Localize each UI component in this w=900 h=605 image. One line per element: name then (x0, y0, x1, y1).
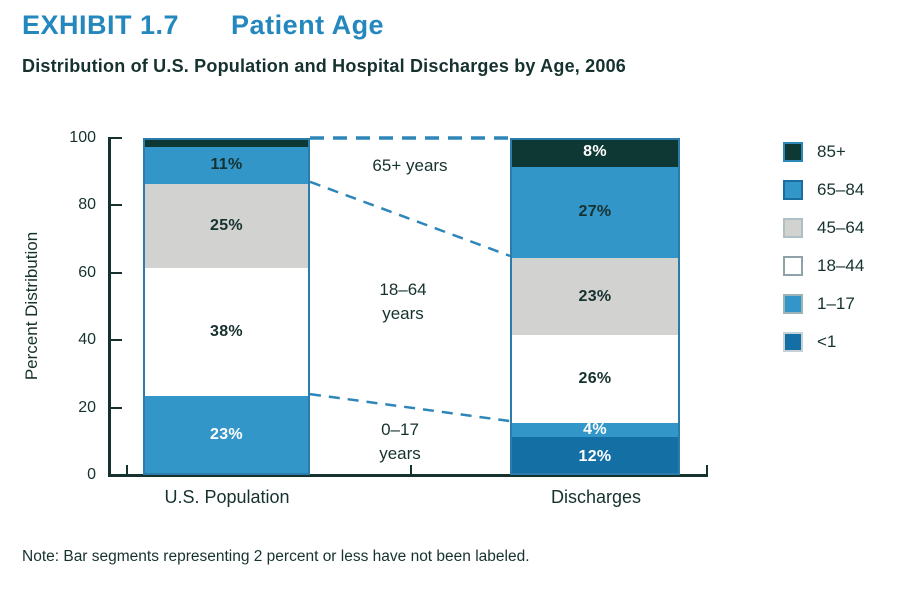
legend-label: 65–84 (817, 180, 865, 199)
segment-value-label: 11% (210, 156, 243, 174)
legend-label: 18–44 (817, 256, 865, 275)
region-label-0: 65+ years (372, 156, 448, 175)
bar-segment-age-18-44: 26% (512, 333, 678, 424)
bar-segment-age-85+: 8% (512, 140, 678, 167)
segment-value-label: 23% (210, 425, 243, 443)
legend-label: 85+ (817, 142, 846, 161)
legend-swatch-icon (783, 256, 803, 276)
legend: 85+ 65–84 45–64 18–44 1–17 <1 (783, 133, 864, 361)
y-tick-mark (108, 474, 122, 476)
legend-label: 1–17 (817, 294, 855, 313)
legend-item: 85+ (783, 133, 864, 171)
x-tick-mark (706, 465, 708, 475)
segment-value-label: 38% (210, 323, 243, 341)
exhibit-number: EXHIBIT 1.7 (22, 10, 180, 40)
segment-value-label: 12% (578, 447, 612, 465)
x-tick-mark (410, 465, 412, 475)
bar-discharges: 12% 4% 26% 23% 27% 8% (510, 138, 680, 475)
legend-item: 45–64 (783, 209, 864, 247)
region-label-1: 18–64 years (379, 280, 427, 323)
category-label-discharges: Discharges (550, 487, 642, 507)
segment-value-label: 23% (578, 287, 612, 305)
legend-label: <1 (817, 332, 837, 351)
y-axis-title: Percent Distribution (22, 231, 41, 381)
legend-swatch-icon (783, 180, 803, 200)
category-label-us-population: U.S. Population (164, 487, 290, 507)
y-tick-mark (108, 271, 122, 274)
bar-segment-age-1-17: 4% (512, 421, 678, 437)
legend-item: 65–84 (783, 171, 864, 209)
legend-swatch-icon (783, 294, 803, 314)
region-label-2: 0–17 years (379, 420, 421, 463)
y-tick-label: 60 (78, 263, 96, 281)
y-tick-label: 0 (87, 466, 96, 483)
y-tick-mark (108, 406, 122, 409)
y-tick-mark (108, 204, 122, 207)
y-tick-label: 80 (78, 196, 96, 214)
x-tick-mark (126, 465, 128, 475)
bar-us-population: 23% 38% 25% 11% (143, 138, 310, 475)
legend-label: 45–64 (817, 218, 865, 237)
segment-value-label: 4% (583, 421, 607, 437)
exhibit-name: Patient Age (231, 10, 385, 40)
bar-segment-age-45-64: 25% (145, 181, 308, 269)
note-text: Note: Bar segments representing 2 percen… (22, 548, 530, 565)
legend-swatch-icon (783, 332, 803, 352)
y-tick-mark (108, 339, 122, 342)
y-axis-line (108, 138, 111, 476)
y-tick-label: 20 (78, 398, 96, 416)
y-tick-mark (108, 137, 122, 139)
chart-subtitle: Distribution of U.S. Population and Hosp… (22, 56, 627, 76)
bar-segment-age-45-64: 23% (512, 255, 678, 336)
bar-segment-age-85+ (145, 140, 308, 147)
bar-segment-age-18-44: 38% (145, 266, 308, 397)
segment-value-label: 25% (210, 216, 243, 234)
legend-swatch-icon (783, 218, 803, 238)
y-tick-label: 40 (78, 331, 96, 349)
bar-segment-age--1: 12% (512, 434, 678, 473)
legend-item: 18–44 (783, 247, 864, 285)
legend-item: 1–17 (783, 285, 864, 323)
segment-value-label: 26% (578, 370, 612, 388)
legend-swatch-icon (783, 142, 803, 162)
legend-item: <1 (783, 323, 864, 361)
page-title: EXHIBIT 1.7 Patient Age (22, 10, 384, 41)
segment-value-label: 8% (583, 143, 607, 161)
bar-segment-age-65-84: 27% (512, 164, 678, 258)
segment-value-label: 27% (578, 203, 612, 221)
bar-segment-age-65-84: 11% (145, 144, 308, 184)
y-tick-label: 100 (69, 129, 96, 146)
bar-segment-age-1-17: 23% (145, 394, 308, 473)
x-axis-line (108, 474, 708, 477)
